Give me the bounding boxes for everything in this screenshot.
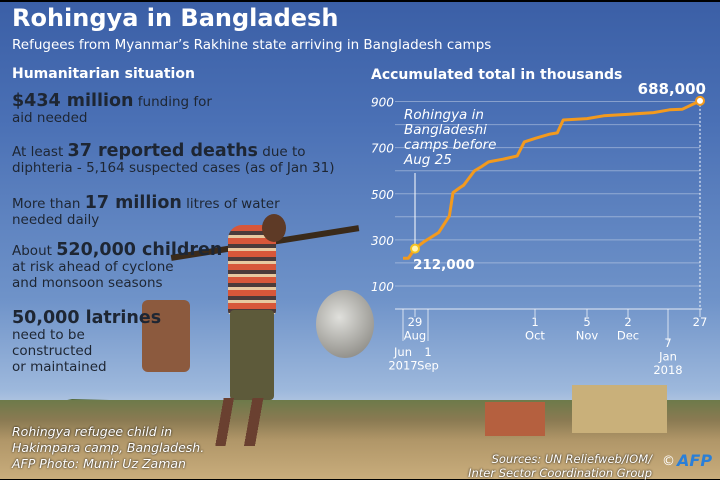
x-tick-label: Oct [525, 329, 545, 343]
annotation-text: camps before [404, 137, 496, 153]
caption-line: Rohingya refugee child in [12, 424, 173, 439]
annotation-text: Rohingya in [404, 107, 484, 123]
x-tick-label: 5 [583, 315, 590, 329]
item-detail: aid needed [12, 110, 88, 126]
data-point-marker [695, 95, 705, 106]
item-highlight: 17 million [84, 193, 182, 213]
x-tick-label: Aug [404, 329, 426, 343]
x-tick-label: 7 [664, 336, 671, 350]
value-label-688000: 688,000 [638, 80, 706, 98]
humanitarian-item: More than 17 million litres of water need… [12, 193, 280, 228]
humanitarian-item: At least 37 reported deaths due to diphte… [12, 141, 335, 176]
x-tick-label: Dec [617, 329, 639, 343]
annotation-text: Bangladeshi [404, 122, 487, 138]
water-jerrycan [142, 300, 190, 372]
photo-caption: Rohingya refugee child in Hakimpara camp… [12, 424, 204, 472]
humanitarian-item: About 520,000 children at risk ahead of c… [12, 240, 223, 291]
x-tick-label: 2017 [388, 359, 417, 373]
data-point-marker [410, 243, 420, 254]
sources: Sources: UN Reliefweb/IOM/ Inter Sector … [468, 452, 652, 480]
y-tick-label: 900 [371, 96, 394, 110]
item-lead: At least [12, 144, 68, 160]
y-tick-label: 100 [371, 280, 394, 294]
item-rest: due to [257, 144, 306, 160]
source-line: Inter Sector Coordination Group [468, 466, 652, 480]
value-label-212000: 212,000 [413, 257, 475, 273]
item-detail: need to be [12, 327, 85, 343]
chart-title: Accumulated total in thousands [371, 67, 622, 83]
y-tick-label: 700 [371, 142, 394, 156]
item-lead: About [12, 243, 57, 259]
child-legs [210, 398, 270, 446]
item-detail: or maintained [12, 359, 107, 375]
caption-line: AFP Photo: Munir Uz Zaman [12, 456, 186, 471]
item-detail: needed daily [12, 212, 100, 228]
section-heading-humanitarian: Humanitarian situation [12, 66, 195, 82]
item-line1: 50,000 latrines [12, 308, 162, 328]
item-detail: diphteria - 5,164 suspected cases (as of… [12, 160, 335, 176]
afp-logo: AFP [677, 451, 713, 470]
item-detail: and monsoon seasons [12, 275, 163, 291]
item-detail: at risk ahead of cyclone [12, 259, 174, 275]
metal-water-pot [316, 290, 374, 358]
caption-line: Hakimpara camp, Bangladesh. [12, 440, 205, 455]
camp-shelter [485, 402, 545, 436]
item-rest: litres of water [181, 196, 280, 212]
x-tick-label: 1 [424, 345, 431, 359]
item-lead: More than [12, 196, 85, 212]
humanitarian-item: $434 million funding for aid needed [12, 91, 212, 126]
humanitarian-item: 50,000 latrines need to be constructed or m… [12, 308, 162, 375]
x-tick-label: 27 [693, 315, 708, 329]
x-tick-label: Sep [417, 359, 439, 373]
y-tick-label: 500 [371, 188, 394, 202]
y-tick-label: 300 [371, 234, 394, 248]
x-tick-label: 29 [408, 315, 423, 329]
series-line [403, 99, 701, 260]
source-line: Sources: UN Reliefweb/IOM/ [491, 452, 652, 466]
item-line1: About 520,000 children [12, 240, 223, 260]
item-highlight: 50,000 latrines [12, 308, 162, 328]
x-tick-label: 2 [624, 315, 631, 329]
copyright-symbol: © [662, 454, 675, 469]
item-line1: More than 17 million litres of water [12, 193, 280, 213]
annotation-text: Aug 25 [403, 152, 452, 168]
item-detail: constructed [12, 343, 93, 359]
page-title: Rohingya in Bangladesh [12, 4, 339, 32]
page-subtitle: Refugees from Myanmar’s Rakhine state ar… [12, 37, 492, 53]
x-tick-label: 2018 [653, 363, 682, 377]
x-tick-label: Jan [658, 350, 677, 364]
x-tick-label: Nov [576, 329, 599, 343]
x-tick-label: Jun [393, 345, 412, 359]
item-line1: $434 million funding for [12, 91, 212, 111]
item-highlight: 520,000 children [56, 240, 223, 260]
item-highlight: $434 million [12, 91, 134, 111]
child-head [262, 214, 286, 242]
camp-shelter [572, 385, 667, 433]
item-highlight: 37 reported deaths [67, 141, 258, 161]
item-line1: At least 37 reported deaths due to [12, 141, 334, 161]
child-shorts [230, 310, 274, 400]
item-rest: funding for [133, 94, 212, 110]
x-tick-label: 1 [531, 315, 538, 329]
